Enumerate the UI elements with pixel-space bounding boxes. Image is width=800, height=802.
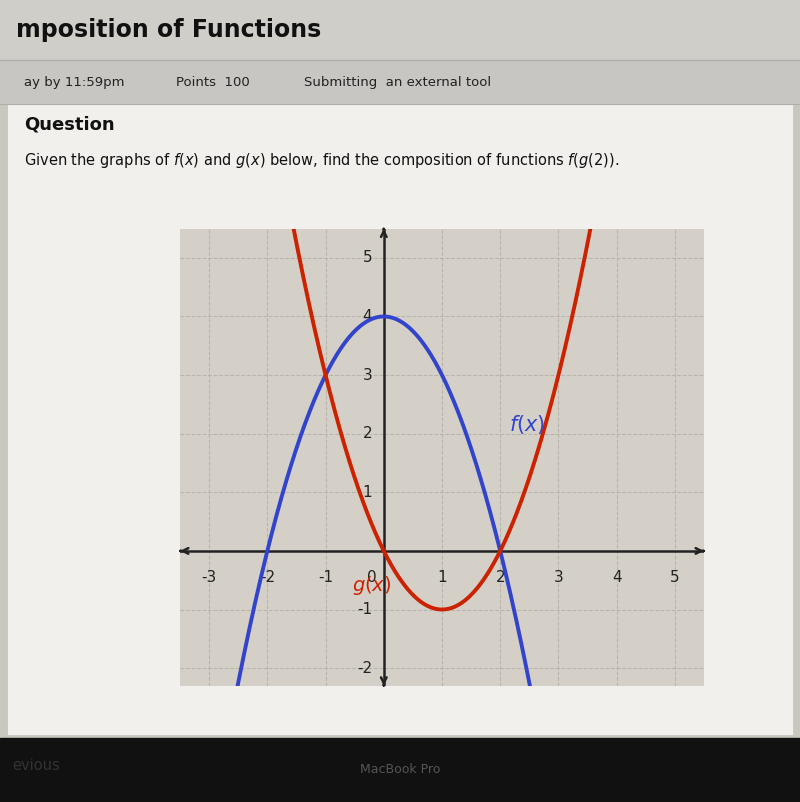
Text: Points  100: Points 100 bbox=[176, 75, 250, 89]
Text: 4: 4 bbox=[612, 569, 622, 585]
Text: Submitting  an external tool: Submitting an external tool bbox=[304, 75, 491, 89]
Text: MacBook Pro: MacBook Pro bbox=[360, 764, 440, 776]
Text: ay by 11:59pm: ay by 11:59pm bbox=[24, 75, 125, 89]
Text: 0: 0 bbox=[367, 569, 377, 585]
Text: Given the graphs of $f(x)$ and $g(x)$ below, find the composition of functions $: Given the graphs of $f(x)$ and $g(x)$ be… bbox=[24, 151, 619, 170]
Text: 1: 1 bbox=[437, 569, 447, 585]
Text: evious: evious bbox=[12, 759, 60, 773]
Text: 4: 4 bbox=[362, 309, 372, 324]
Text: 2: 2 bbox=[495, 569, 505, 585]
Text: $g(x)$: $g(x)$ bbox=[352, 573, 391, 597]
Text: mposition of Functions: mposition of Functions bbox=[16, 18, 322, 42]
Text: -1: -1 bbox=[318, 569, 333, 585]
Text: $f(x)$: $f(x)$ bbox=[509, 413, 545, 435]
Text: Question: Question bbox=[24, 115, 114, 133]
Text: 3: 3 bbox=[362, 367, 372, 383]
Text: 2: 2 bbox=[362, 426, 372, 441]
Text: 5: 5 bbox=[362, 250, 372, 265]
Text: -2: -2 bbox=[260, 569, 275, 585]
Bar bbox=[0, 60, 800, 104]
Bar bbox=[0, 0, 800, 60]
Bar bbox=[8, 104, 792, 734]
Text: 1: 1 bbox=[362, 484, 372, 500]
Text: 5: 5 bbox=[670, 569, 680, 585]
Text: -2: -2 bbox=[357, 661, 372, 675]
Text: -1: -1 bbox=[357, 602, 372, 617]
Text: -3: -3 bbox=[202, 569, 217, 585]
Text: 3: 3 bbox=[554, 569, 563, 585]
Bar bbox=[0, 738, 800, 802]
